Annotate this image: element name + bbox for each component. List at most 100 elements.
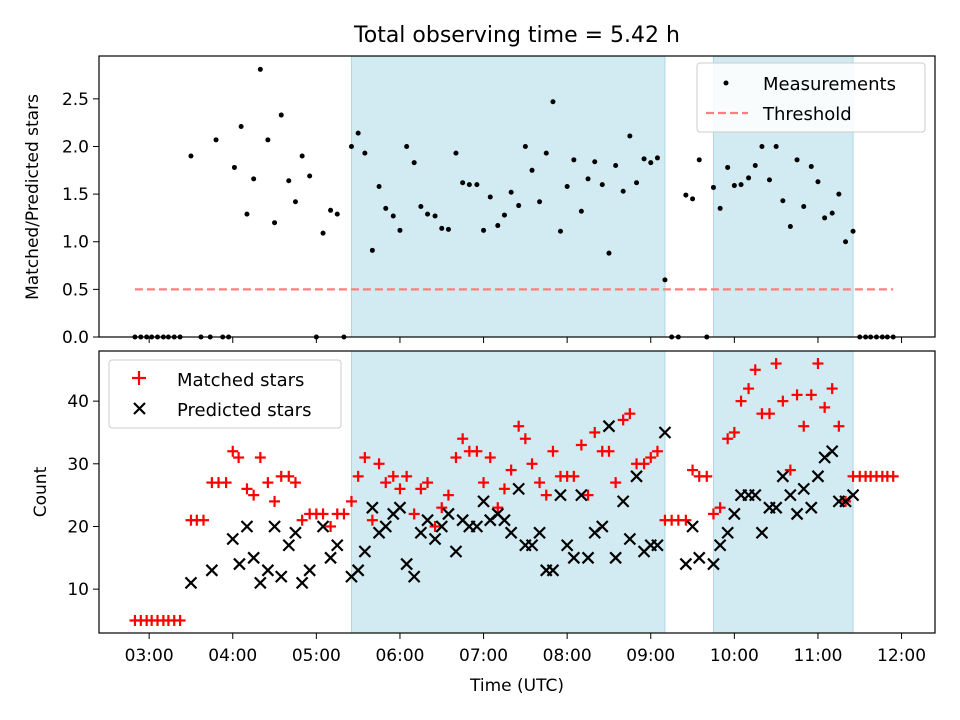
predicted-star-d2 (581, 551, 595, 565)
matched-star-point (526, 458, 538, 470)
matched-star-point (338, 508, 350, 520)
measurement-point (690, 196, 696, 202)
matched-star-point (283, 470, 295, 482)
predicted-star-d2 (303, 564, 316, 577)
predicted-star-point (713, 538, 727, 552)
predicted-star-d2 (400, 557, 413, 571)
predicted-star-d2 (686, 520, 699, 533)
predicted-star-point (554, 488, 567, 502)
matched-star-point (749, 364, 761, 376)
predicted-star-point (205, 564, 219, 577)
predicted-star-point (533, 526, 546, 540)
measurement-point (585, 176, 591, 182)
matched-star-point (887, 470, 899, 482)
matched-star-point (624, 408, 636, 420)
predicted-star-d2 (358, 545, 372, 558)
measurement-point (238, 123, 244, 129)
predicted-star-point (400, 557, 413, 571)
predicted-star-d2 (324, 551, 337, 565)
matched-star-point (296, 514, 308, 526)
predicted-star-point (261, 564, 275, 577)
top-legend: Measurements Threshold (696, 62, 926, 133)
matched-star-point (198, 514, 209, 526)
predicted-star-point (498, 513, 511, 527)
measurement-point (474, 182, 480, 188)
matched-star-point (763, 408, 775, 420)
measurement-point (328, 207, 334, 213)
measurement-point (746, 175, 752, 181)
matched-star-point (317, 508, 329, 520)
measurement-point (213, 137, 219, 143)
predicted-star-d2 (525, 538, 539, 552)
measurement-point (231, 164, 237, 170)
measurements-legend-label: Measurements (763, 74, 896, 95)
predicted-star-d2 (721, 526, 734, 540)
predicted-star-d2 (609, 551, 622, 565)
predicted-star-point (470, 520, 484, 533)
predicted-star-point (651, 538, 664, 552)
measurement-point (516, 203, 522, 209)
predicted-star-point (393, 501, 407, 514)
bottom-y-axis: 10 20 30 40 (67, 392, 99, 600)
measurement-point (244, 211, 250, 217)
top-y-tick-label: 2.0 (62, 137, 89, 157)
matched-star-point (269, 495, 281, 507)
predicted-star-d2 (533, 526, 546, 540)
matched-star-point (442, 489, 454, 501)
measurement-point (529, 167, 535, 173)
measurement-point (495, 223, 501, 229)
measurement-point (725, 164, 731, 170)
measurement-point (278, 112, 284, 118)
matched-star-point (833, 420, 845, 432)
predicted-star-point (358, 545, 372, 558)
predicted-star-point (233, 557, 246, 571)
measurement-points (132, 66, 896, 340)
matched-star-point (819, 401, 831, 413)
measurement-point (766, 177, 772, 183)
shaded-interval-top-0 (350, 55, 666, 338)
predicted-star-point (379, 520, 393, 533)
matched-star-point (498, 483, 510, 495)
bottom-y-tick-label: 30 (67, 455, 89, 475)
matched-star-point (220, 477, 232, 489)
measurement-point (362, 150, 368, 156)
matched-star-point (812, 358, 824, 370)
predicted-star-d2 (602, 419, 616, 433)
predicted-star-point (295, 576, 309, 590)
predicted-star-point (414, 526, 428, 540)
matched-star-point (478, 477, 490, 489)
measurement-point (320, 230, 326, 236)
measurement-point (759, 143, 765, 149)
predicted-star-point (630, 470, 643, 483)
predicted-star-point (316, 520, 330, 533)
predicted-star-point (303, 564, 316, 577)
matched-star-point (687, 464, 699, 476)
matched-star-point (603, 445, 615, 457)
measurement-point (292, 199, 298, 205)
measurement-point (265, 137, 271, 143)
measurement-point (627, 133, 633, 139)
bottom-x-tick-label: 06:00 (375, 646, 424, 666)
predicted-star-d2 (595, 520, 609, 533)
bottom-y-tick-label: 20 (67, 517, 89, 537)
matched-star-point (174, 614, 186, 626)
predicted-star-point (658, 426, 672, 439)
matched-star-point (373, 458, 385, 470)
predicted-star-d2 (567, 551, 581, 565)
matched-star-point (610, 477, 622, 489)
predicted-star-d2 (261, 564, 275, 577)
matched-star-point (568, 470, 580, 482)
measurement-point (710, 184, 716, 190)
measurement-point (557, 228, 563, 234)
measurement-point (348, 143, 354, 149)
predicted-star-d2 (811, 470, 825, 483)
measurement-point (460, 180, 466, 186)
measurement-point (501, 212, 507, 218)
bottom-x-tick-label: 03:00 (125, 646, 174, 666)
measurements-legend-marker (723, 80, 729, 86)
top-y-tick-label: 1.5 (62, 185, 89, 205)
predicted-star-d2 (748, 488, 762, 502)
predicted-star-point (449, 545, 463, 558)
predicted-star-point (721, 526, 734, 540)
